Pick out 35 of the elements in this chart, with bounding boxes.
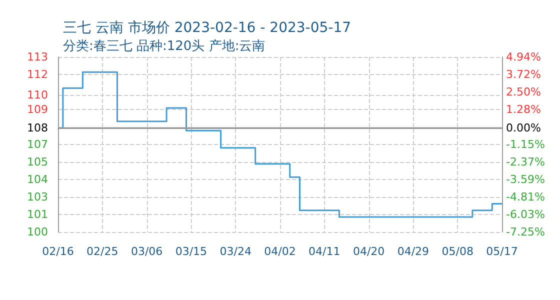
x-tick-label: 05/17 (486, 245, 518, 258)
x-tick-label: 04/02 (264, 245, 296, 258)
y2-tick-label: -7.25% (506, 226, 545, 238)
chart-title: 三七 云南 市场价 2023-02-16 - 2023-05-17 (63, 20, 352, 36)
y2-tick-label: 2.50% (506, 86, 541, 99)
y-tick-label: 108 (27, 121, 48, 134)
y-tick-label: 112 (27, 68, 48, 82)
x-tick-label: 03/15 (175, 245, 208, 258)
y2-tick-label: -3.59% (506, 172, 545, 186)
y2-tick-label: -4.81% (506, 190, 545, 204)
y2-tick-label: 3.72% (506, 68, 541, 82)
chart-subtitle: 分类:春三七 品种:120头 产地:云南 (63, 39, 266, 54)
y-tick-label: 113 (27, 50, 48, 64)
y-tick-label: 109 (27, 103, 48, 116)
x-tick-label: 03/24 (220, 245, 252, 258)
x-tick-label: 04/11 (308, 245, 340, 258)
x-tick-label: 02/16 (42, 245, 74, 258)
x-tick-label: 04/29 (397, 245, 430, 258)
y2-tick-label: 0.00% (506, 121, 541, 134)
y2-tick-label: -2.37% (506, 155, 545, 168)
y-tick-label: 105 (27, 155, 48, 168)
y2-tick-label: -1.15% (506, 138, 545, 151)
y2-tick-label: 4.94% (506, 50, 541, 64)
y2-tick-label: -6.03% (506, 208, 545, 221)
y-tick-label: 110 (27, 88, 48, 102)
y-tick-label: 107 (27, 138, 48, 151)
x-tick-label: 04/20 (352, 245, 385, 258)
y-tick-label: 104 (27, 173, 48, 186)
y-tick-label: 103 (27, 190, 48, 204)
x-tick-label: 03/06 (130, 245, 163, 258)
y-tick-label: 100 (27, 226, 48, 238)
y-tick-label: 101 (27, 208, 48, 221)
y2-tick-label: 1.28% (506, 103, 541, 116)
x-tick-label: 02/25 (86, 245, 118, 258)
x-tick-label: 05/08 (442, 245, 474, 258)
